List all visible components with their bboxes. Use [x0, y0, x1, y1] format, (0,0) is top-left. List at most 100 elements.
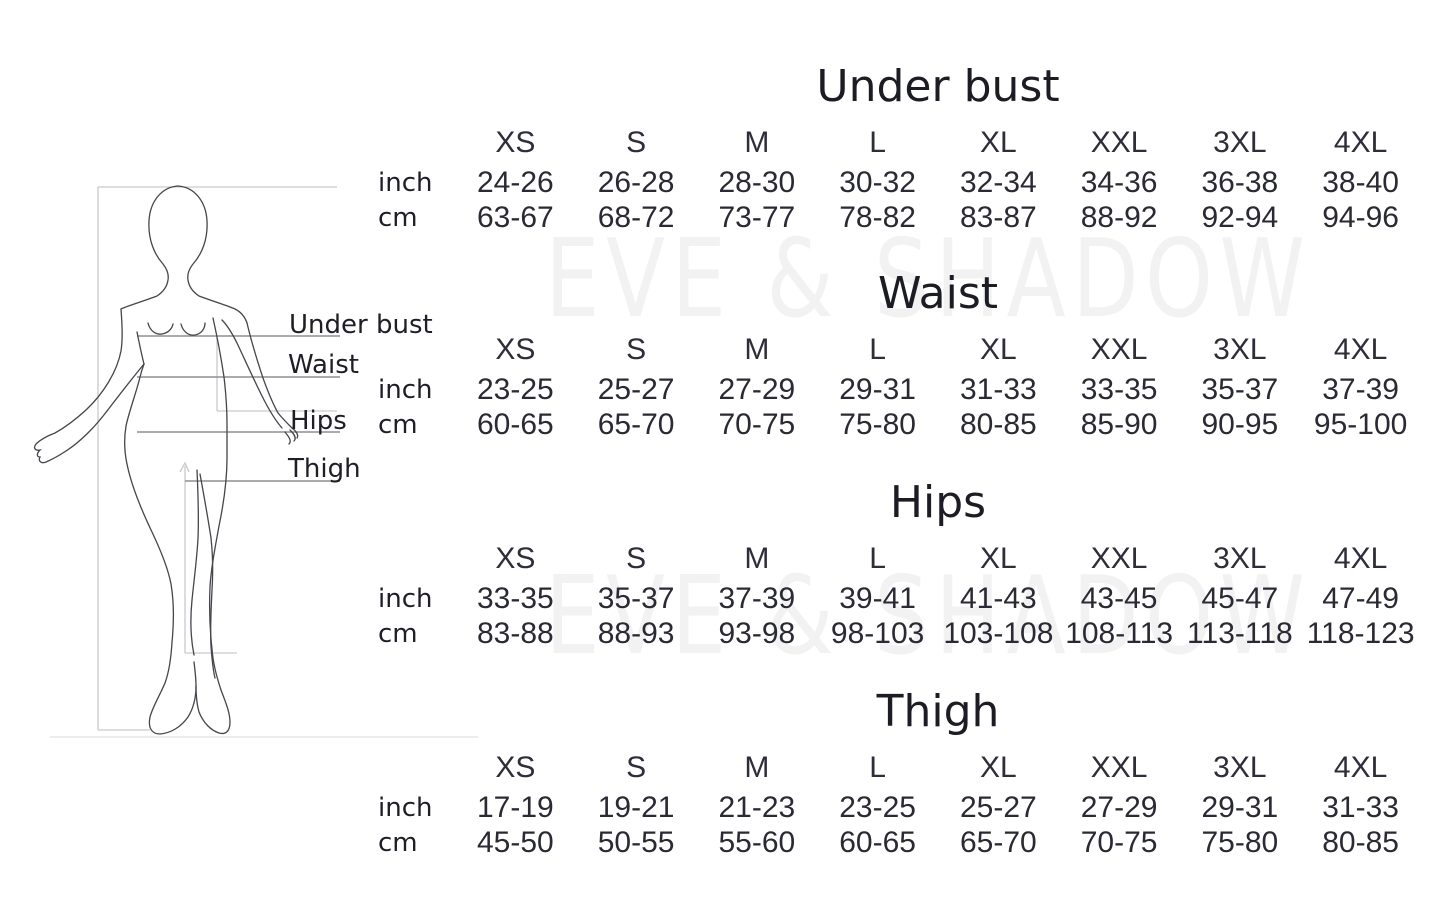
cm-values-row-cell: 60-65: [839, 826, 916, 859]
inch-values-row: 33-35 35-37 37-39 39-41 41-43 43-45 45-47 47-49: [455, 582, 1421, 616]
inch-values-row-cell: 31-33: [1322, 791, 1399, 824]
cm-values-row-cell: 95-100: [1313, 408, 1408, 441]
body-outline: [33, 185, 299, 735]
inch-values-row-cell: 38-40: [1322, 166, 1399, 199]
cm-values-row-cell: 75-80: [1201, 826, 1279, 859]
inch-values-row-cell: 23-25: [839, 791, 916, 824]
size-header-row-cell: 4XL: [1333, 542, 1388, 575]
size-header-row: XS S M L XL XXL 3XL 4XL: [455, 751, 1421, 785]
section-title: Waist: [877, 268, 999, 319]
cm-values-row-cell: 90-95: [1201, 408, 1279, 441]
unit-label-inch: inch: [378, 584, 433, 614]
inch-values-row-cell: 27-29: [1080, 791, 1158, 824]
size-header-row: XS S M L XL XXL 3XL 4XL: [455, 126, 1421, 160]
inch-values-row-cell: 37-39: [1322, 373, 1399, 406]
size-header-row: XS S M L XL XXL 3XL 4XL: [455, 542, 1421, 576]
section-title: Hips: [889, 477, 987, 528]
body-measurement-diagram: [33, 185, 478, 738]
cm-values-row-cell: 65-70: [597, 408, 675, 441]
unit-label-inch: inch: [378, 375, 433, 405]
inch-values-row-cell: 36-38: [1201, 166, 1279, 199]
unit-label-inch: inch: [378, 168, 433, 198]
inch-values-row: 17-19 19-21 21-23 23-25 25-27 27-29 29-31 31-33: [455, 791, 1421, 825]
inch-values-row: 24-26 26-28 28-30 30-32 32-34 34-36 36-38 38-40: [455, 166, 1421, 200]
size-header-row-cell: XXL: [1090, 333, 1148, 366]
inch-values-row-cell: 25-27: [597, 373, 675, 406]
size-header-row-cell: XL: [980, 542, 1017, 575]
watermark-text: EVE & SHADOW: [545, 217, 1312, 342]
cm-values-row-cell: 75-80: [839, 408, 916, 441]
size-header-row-cell: L: [869, 333, 886, 366]
cm-values-row-cell: 103-108: [943, 617, 1054, 650]
inch-values-row: 23-25 25-27 27-29 29-31 31-33 33-35 35-37 37-39: [455, 373, 1421, 407]
size-header-row-cell: XXL: [1090, 751, 1148, 784]
inch-values-row-cell: 27-29: [718, 373, 796, 406]
inch-values-row-cell: 26-28: [597, 166, 675, 199]
inch-values-row-cell: 33-35: [477, 582, 554, 615]
size-header-row-cell: M: [744, 542, 770, 575]
inch-values-row-cell: 45-47: [1201, 582, 1279, 615]
size-header-row-cell: S: [626, 542, 647, 575]
size-header-row-cell: XS: [495, 333, 536, 366]
size-header-row-cell: S: [626, 333, 647, 366]
inch-values-row-cell: 19-21: [597, 791, 675, 824]
size-header-row-cell: M: [744, 126, 770, 159]
inch-values-row-cell: 17-19: [477, 791, 554, 824]
cm-values-row-cell: 98-103: [830, 617, 925, 650]
size-header-row-cell: XL: [980, 751, 1017, 784]
label-leader-lines: [137, 335, 340, 482]
figure-label-thigh: Thigh: [288, 454, 361, 484]
size-header-row-cell: L: [869, 542, 886, 575]
cm-values-row: 83-88 88-93 93-98 98-103 103-108 108-113 113-1…: [455, 617, 1421, 651]
inch-values-row-cell: 41-43: [960, 582, 1037, 615]
cm-values-row-cell: 85-90: [1080, 408, 1158, 441]
size-header-row-cell: XL: [980, 333, 1017, 366]
unit-label-cm: cm: [378, 410, 418, 440]
section-title: Under bust: [816, 61, 1060, 112]
size-header-row-cell: 3XL: [1213, 751, 1267, 784]
cm-values-row-cell: 73-77: [718, 201, 796, 234]
size-header-row-cell: S: [626, 126, 647, 159]
unit-label-cm: cm: [378, 828, 418, 858]
unit-label-cm: cm: [378, 203, 418, 233]
cm-values-row-cell: 70-75: [1080, 826, 1158, 859]
size-header-row: XS S M L XL XXL 3XL 4XL: [455, 333, 1421, 367]
size-header-row-cell: 3XL: [1213, 333, 1267, 366]
cm-values-row: 45-50 50-55 55-60 60-65 65-70 70-75 75-80 80-85: [455, 826, 1421, 860]
cm-values-row-cell: 108-113: [1065, 617, 1174, 650]
unit-label-inch: inch: [378, 793, 433, 823]
inch-values-row-cell: 30-32: [839, 166, 916, 199]
cm-values-row-cell: 113-118: [1187, 617, 1293, 650]
cm-values-row-cell: 63-67: [477, 201, 554, 234]
cm-values-row-cell: 50-55: [597, 826, 675, 859]
inch-values-row-cell: 33-35: [1080, 373, 1158, 406]
size-header-row-cell: 3XL: [1213, 126, 1267, 159]
cm-values-row-cell: 65-70: [960, 826, 1037, 859]
cm-values-row-cell: 88-92: [1080, 201, 1158, 234]
cm-values-row-cell: 80-85: [1322, 826, 1399, 859]
inch-values-row-cell: 31-33: [960, 373, 1037, 406]
size-header-row-cell: XXL: [1090, 542, 1148, 575]
inch-values-row-cell: 35-37: [1201, 373, 1279, 406]
inch-values-row-cell: 29-31: [839, 373, 916, 406]
size-header-row-cell: L: [869, 126, 886, 159]
inch-values-row-cell: 24-26: [477, 166, 554, 199]
inch-values-row-cell: 21-23: [718, 791, 796, 824]
cm-values-row-cell: 45-50: [477, 826, 554, 859]
cm-values-row-cell: 92-94: [1201, 201, 1279, 234]
figure-label-under-bust: Under bust: [289, 310, 433, 340]
inch-values-row-cell: 29-31: [1201, 791, 1279, 824]
watermark-text: EVE & SHADOW: [545, 554, 1312, 679]
figure-label-hips: Hips: [290, 406, 347, 436]
inch-values-row-cell: 23-25: [477, 373, 554, 406]
size-header-row-cell: 4XL: [1333, 751, 1388, 784]
cm-values-row-cell: 83-87: [960, 201, 1037, 234]
cm-values-row-cell: 118-123: [1306, 617, 1415, 650]
cm-values-row-cell: 93-98: [718, 617, 796, 650]
inch-values-row-cell: 25-27: [960, 791, 1037, 824]
size-header-row-cell: M: [744, 333, 770, 366]
cm-values-row: 60-65 65-70 70-75 75-80 80-85 85-90 90-95 95-10…: [455, 408, 1421, 442]
cm-values-row: 63-67 68-72 73-77 78-82 83-87 88-92 92-94 94-96: [455, 201, 1421, 235]
